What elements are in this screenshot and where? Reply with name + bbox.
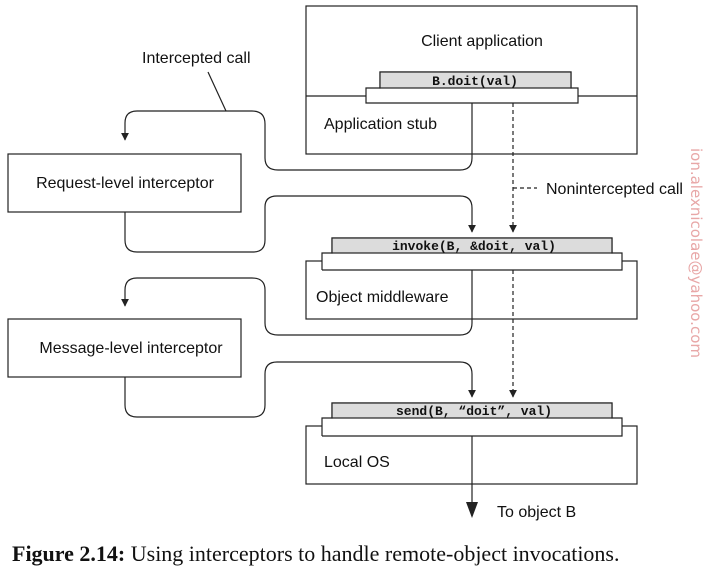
caption-label: Figure 2.14: [12, 541, 126, 566]
middleware-call-bar: invoke(B, &doit, val) [321, 237, 623, 271]
application-stub-label: Application stub [324, 116, 437, 133]
intercepted-path-to-request-interceptor [121, 103, 473, 171]
nonintercepted-call-label: Nonintercepted call [546, 181, 683, 198]
stub-call-bar: B.doit(val) [365, 71, 579, 104]
request-interceptor-label: Request-level interceptor [36, 175, 215, 192]
message-interceptor-box: Message-level interceptor [7, 318, 242, 378]
object-middleware-label: Object middleware [316, 289, 449, 306]
figure-caption: Figure 2.14: Using interceptors to handl… [12, 541, 620, 567]
output-arrowhead [466, 502, 478, 518]
client-application-label: Client application [421, 33, 543, 50]
path-request-interceptor-to-middleware [124, 195, 476, 253]
path-middleware-to-message-interceptor [121, 270, 473, 336]
intercepted-call-leader [207, 71, 227, 112]
stub-call-text: B.doit(val) [432, 74, 518, 89]
caption-text: Using interceptors to handle remote-obje… [125, 541, 620, 566]
os-call-text: send(B, “doit”, val) [396, 404, 552, 419]
request-interceptor-box: Request-level interceptor [7, 153, 242, 213]
path-message-interceptor-to-os [124, 361, 476, 418]
email-watermark: ion.alexnicolae@yahoo.com [687, 148, 705, 358]
interceptor-diagram: Client application Application stub B.do… [7, 5, 705, 521]
message-interceptor-label: Message-level interceptor [39, 340, 223, 357]
os-call-bar: send(B, “doit”, val) [321, 402, 623, 437]
intercepted-call-label: Intercepted call [142, 50, 251, 67]
local-os-label: Local OS [324, 454, 390, 471]
middleware-call-text: invoke(B, &doit, val) [392, 239, 556, 254]
to-object-b-label: To object B [497, 504, 576, 521]
